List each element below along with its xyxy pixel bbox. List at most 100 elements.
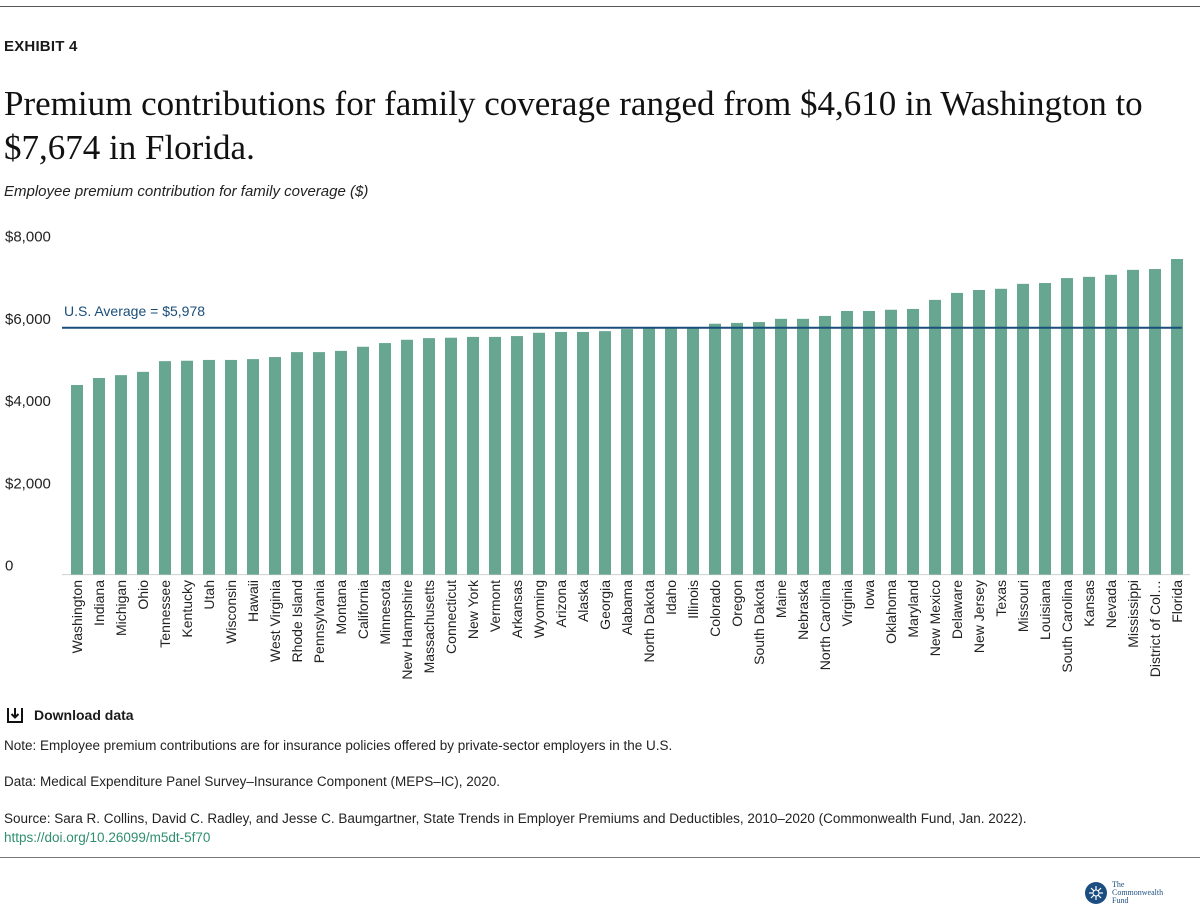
x-tick-label: Georgia xyxy=(597,580,613,630)
chart-subtitle: Employee premium contribution for family… xyxy=(4,183,369,200)
x-tick-label: Ohio xyxy=(135,580,151,610)
bar xyxy=(643,327,655,575)
x-tick-label: Montana xyxy=(333,580,349,635)
bar xyxy=(819,315,831,575)
y-tick-label: $6,000 xyxy=(5,311,51,328)
bar xyxy=(423,338,435,575)
x-tick-label: Wyoming xyxy=(531,580,547,638)
bar xyxy=(291,352,303,575)
x-tick-label: Louisiana xyxy=(1037,580,1053,640)
bar xyxy=(599,331,611,575)
bar xyxy=(973,290,985,575)
x-tick-label: Indiana xyxy=(91,580,107,626)
top-rule xyxy=(0,6,1200,7)
bar xyxy=(313,352,325,575)
x-tick-label: Idaho xyxy=(663,580,679,615)
x-tick-label: Colorado xyxy=(707,580,723,637)
commonwealth-fund-logo: The Commonwealth Fund xyxy=(1085,881,1163,905)
x-tick-label: Wisconsin xyxy=(223,580,239,644)
bar xyxy=(247,359,259,575)
bar xyxy=(93,378,105,575)
bar xyxy=(577,331,589,575)
bar xyxy=(1149,269,1161,575)
bar xyxy=(665,327,677,575)
x-tick-label: Florida xyxy=(1169,580,1185,623)
bar-chart: 0 $2,000 $4,000 $6,000 $8,000 Washington Indi… xyxy=(5,229,1190,680)
note-text: Note: Employee premium contributions are… xyxy=(4,738,673,753)
x-tick-label: Rhode Island xyxy=(289,580,305,663)
bar xyxy=(511,336,523,575)
x-tick-label: West Virginia xyxy=(267,580,283,662)
x-tick-label: Missouri xyxy=(1015,580,1031,632)
x-tick-label: North Dakota xyxy=(641,580,657,663)
x-tick-label: District of Col… xyxy=(1147,580,1163,677)
x-tick-label: Virginia xyxy=(839,580,855,627)
x-tick-label: Oklahoma xyxy=(883,580,899,644)
bar xyxy=(555,331,567,575)
x-tick-label: Utah xyxy=(201,580,217,610)
bar xyxy=(379,343,391,575)
x-tick-label: Pennsylvania xyxy=(311,580,327,663)
bar xyxy=(401,339,413,575)
x-tick-label: Oregon xyxy=(729,580,745,627)
bar xyxy=(445,337,457,575)
bar xyxy=(797,318,809,575)
x-tick-label: Maine xyxy=(773,580,789,618)
source-text: Source: Sara R. Collins, David C. Radley… xyxy=(4,811,1027,826)
y-tick-label: 0 xyxy=(5,558,13,575)
x-tick-label: Mississippi xyxy=(1125,580,1141,648)
doi-link[interactable]: https://doi.org/10.26099/m5dt-5f70 xyxy=(4,830,211,845)
x-tick-label: Tennessee xyxy=(157,580,173,648)
bar xyxy=(995,288,1007,575)
bar xyxy=(159,361,171,575)
y-tick-label: $8,000 xyxy=(5,229,51,246)
bar xyxy=(731,322,743,575)
y-tick-label: $2,000 xyxy=(5,475,51,492)
bar xyxy=(709,323,721,575)
bar xyxy=(335,350,347,575)
x-tick-label: Washington xyxy=(69,580,85,653)
bar xyxy=(1039,283,1051,575)
x-tick-label: Michigan xyxy=(113,580,129,636)
bottom-rule xyxy=(0,857,1200,858)
x-tick-label: New York xyxy=(465,579,481,639)
bar xyxy=(951,292,963,575)
y-tick-label: $4,000 xyxy=(5,393,51,410)
x-tick-label: Illinois xyxy=(685,580,701,619)
x-tick-label: California xyxy=(355,580,371,639)
bar xyxy=(357,346,369,575)
bar xyxy=(775,318,787,575)
x-tick-label: Delaware xyxy=(949,580,965,639)
bar xyxy=(863,310,875,575)
x-tick-label: Iowa xyxy=(861,580,877,610)
bar xyxy=(137,371,149,575)
logo-emblem-icon xyxy=(1085,882,1107,904)
bar xyxy=(203,359,215,575)
x-tick-label: Arizona xyxy=(553,580,569,628)
x-tick-label: Maryland xyxy=(905,580,921,638)
x-tick-label: Texas xyxy=(993,580,1009,617)
download-data-label: Download data xyxy=(34,707,134,723)
bar xyxy=(533,332,545,575)
x-tick-label: Alabama xyxy=(619,580,635,635)
download-data-button[interactable]: Download data xyxy=(6,706,134,724)
x-tick-label: New Hampshire xyxy=(399,580,415,680)
bar xyxy=(1127,269,1139,575)
bar xyxy=(71,385,83,575)
x-tick-label: Alaska xyxy=(575,580,591,622)
x-tick-label: Nevada xyxy=(1103,580,1119,628)
x-tick-label: Kentucky xyxy=(179,580,195,638)
x-tick-label: North Carolina xyxy=(817,580,833,670)
bar xyxy=(181,360,193,575)
x-tick-label: Arkansas xyxy=(509,580,525,638)
bar xyxy=(269,357,281,575)
bar xyxy=(1171,259,1183,575)
bar xyxy=(687,327,699,575)
bar xyxy=(929,299,941,575)
exhibit-label: EXHIBIT 4 xyxy=(4,38,78,55)
x-tick-label: New Jersey xyxy=(971,580,987,653)
x-tick-label: New Mexico xyxy=(927,580,943,656)
bar xyxy=(467,336,479,575)
bar xyxy=(907,308,919,575)
bar xyxy=(885,309,897,575)
